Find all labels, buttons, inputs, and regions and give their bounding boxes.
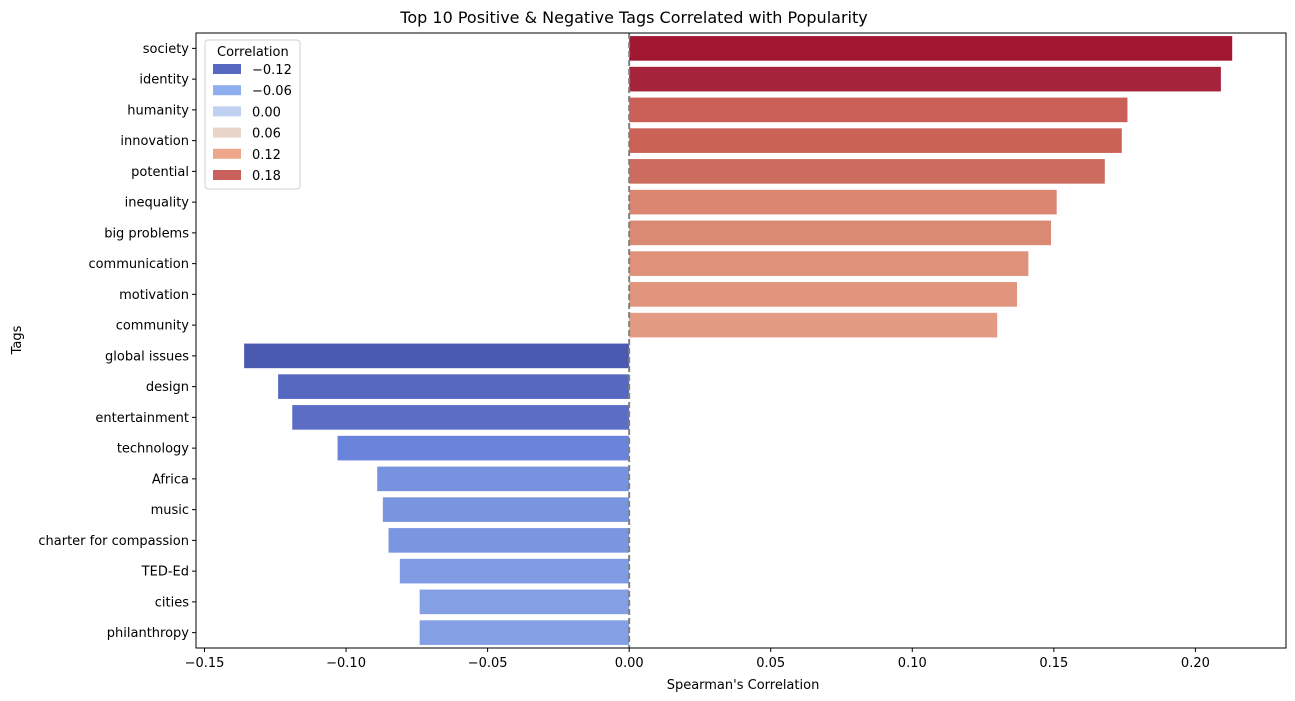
legend-swatch: [213, 148, 241, 159]
y-tick-label: cities: [155, 595, 189, 610]
y-tick-label: potential: [131, 165, 189, 180]
x-tick-label: −0.15: [185, 656, 225, 671]
y-tick-label: Africa: [152, 472, 189, 487]
legend-label: −0.06: [252, 84, 292, 99]
bar-entertainment: [292, 405, 630, 430]
legend-swatch: [213, 64, 241, 74]
y-tick-label: identity: [139, 73, 189, 88]
legend-swatch: [213, 127, 241, 138]
y-tick-label: entertainment: [95, 411, 189, 426]
y-tick-label: motivation: [119, 288, 189, 303]
bar-music: [382, 497, 630, 522]
x-tick-label: −0.05: [468, 656, 508, 671]
y-tick-label: communication: [88, 257, 189, 272]
y-tick-label: inequality: [125, 196, 190, 211]
bar-charter-for-compassion: [388, 528, 630, 553]
y-tick-label: design: [146, 380, 189, 395]
bar-ted-ed: [399, 558, 630, 584]
legend-label: 0.00: [252, 105, 281, 120]
bar-africa: [377, 466, 630, 492]
x-tick-label: 0.10: [898, 656, 927, 671]
legend-swatch: [213, 85, 241, 96]
legend-label: 0.06: [252, 127, 281, 142]
legend-swatch: [213, 170, 241, 180]
plot-frame: [195, 32, 1287, 649]
chart-title: Top 10 Positive & Negative Tags Correlat…: [399, 8, 867, 27]
bar-big-problems: [629, 220, 1052, 246]
y-tick-label: TED-Ed: [141, 565, 189, 580]
y-tick-label: technology: [117, 442, 189, 457]
y-tick-label: music: [151, 503, 189, 518]
bar-potential: [629, 159, 1105, 184]
bar-communication: [629, 251, 1029, 276]
bar-motivation: [629, 282, 1018, 307]
bar-design: [278, 374, 630, 399]
x-tick-label: −0.10: [326, 656, 366, 671]
y-tick-label: philanthropy: [107, 626, 190, 641]
legend-label: 0.18: [252, 169, 281, 184]
bar-community: [629, 312, 998, 338]
y-tick-label: charter for compassion: [38, 534, 189, 549]
y-tick-label: humanity: [127, 103, 189, 118]
bar-global-issues: [244, 343, 630, 369]
bar-philanthropy: [419, 620, 630, 645]
y-axis-title: Tags: [10, 325, 25, 355]
legend: Correlation −0.12 −0.06 0.00 0.06 0.12 0.18: [204, 39, 301, 190]
bar-cities: [419, 589, 630, 615]
legend-label: 0.12: [252, 148, 281, 163]
y-tick-label: innovation: [120, 134, 189, 149]
x-axis: −0.15 −0.10 −0.05 0.00 0.05 0.10 0.15 0.20: [185, 648, 1210, 671]
y-axis: society identity humanity innovation potenti…: [38, 42, 196, 641]
x-tick-label: 0.15: [1039, 656, 1068, 671]
legend-swatch: [213, 106, 241, 117]
x-tick-label: 0.20: [1181, 656, 1210, 671]
bar-technology: [337, 435, 630, 461]
x-tick-label: 0.05: [756, 656, 785, 671]
legend-title: Correlation: [217, 45, 289, 60]
y-tick-label: global issues: [105, 349, 189, 364]
x-tick-label: 0.00: [615, 656, 644, 671]
legend-label: −0.12: [252, 63, 292, 78]
y-tick-label: society: [143, 42, 190, 57]
bar-innovation: [629, 128, 1122, 153]
x-axis-title: Spearman's Correlation: [667, 678, 820, 693]
bar-inequality: [629, 189, 1057, 215]
bars-layer: [244, 36, 1233, 645]
y-tick-label: community: [116, 319, 190, 334]
bar-identity: [629, 66, 1221, 92]
bar-society: [629, 36, 1233, 61]
bar-humanity: [629, 97, 1128, 123]
y-tick-label: big problems: [104, 226, 189, 241]
